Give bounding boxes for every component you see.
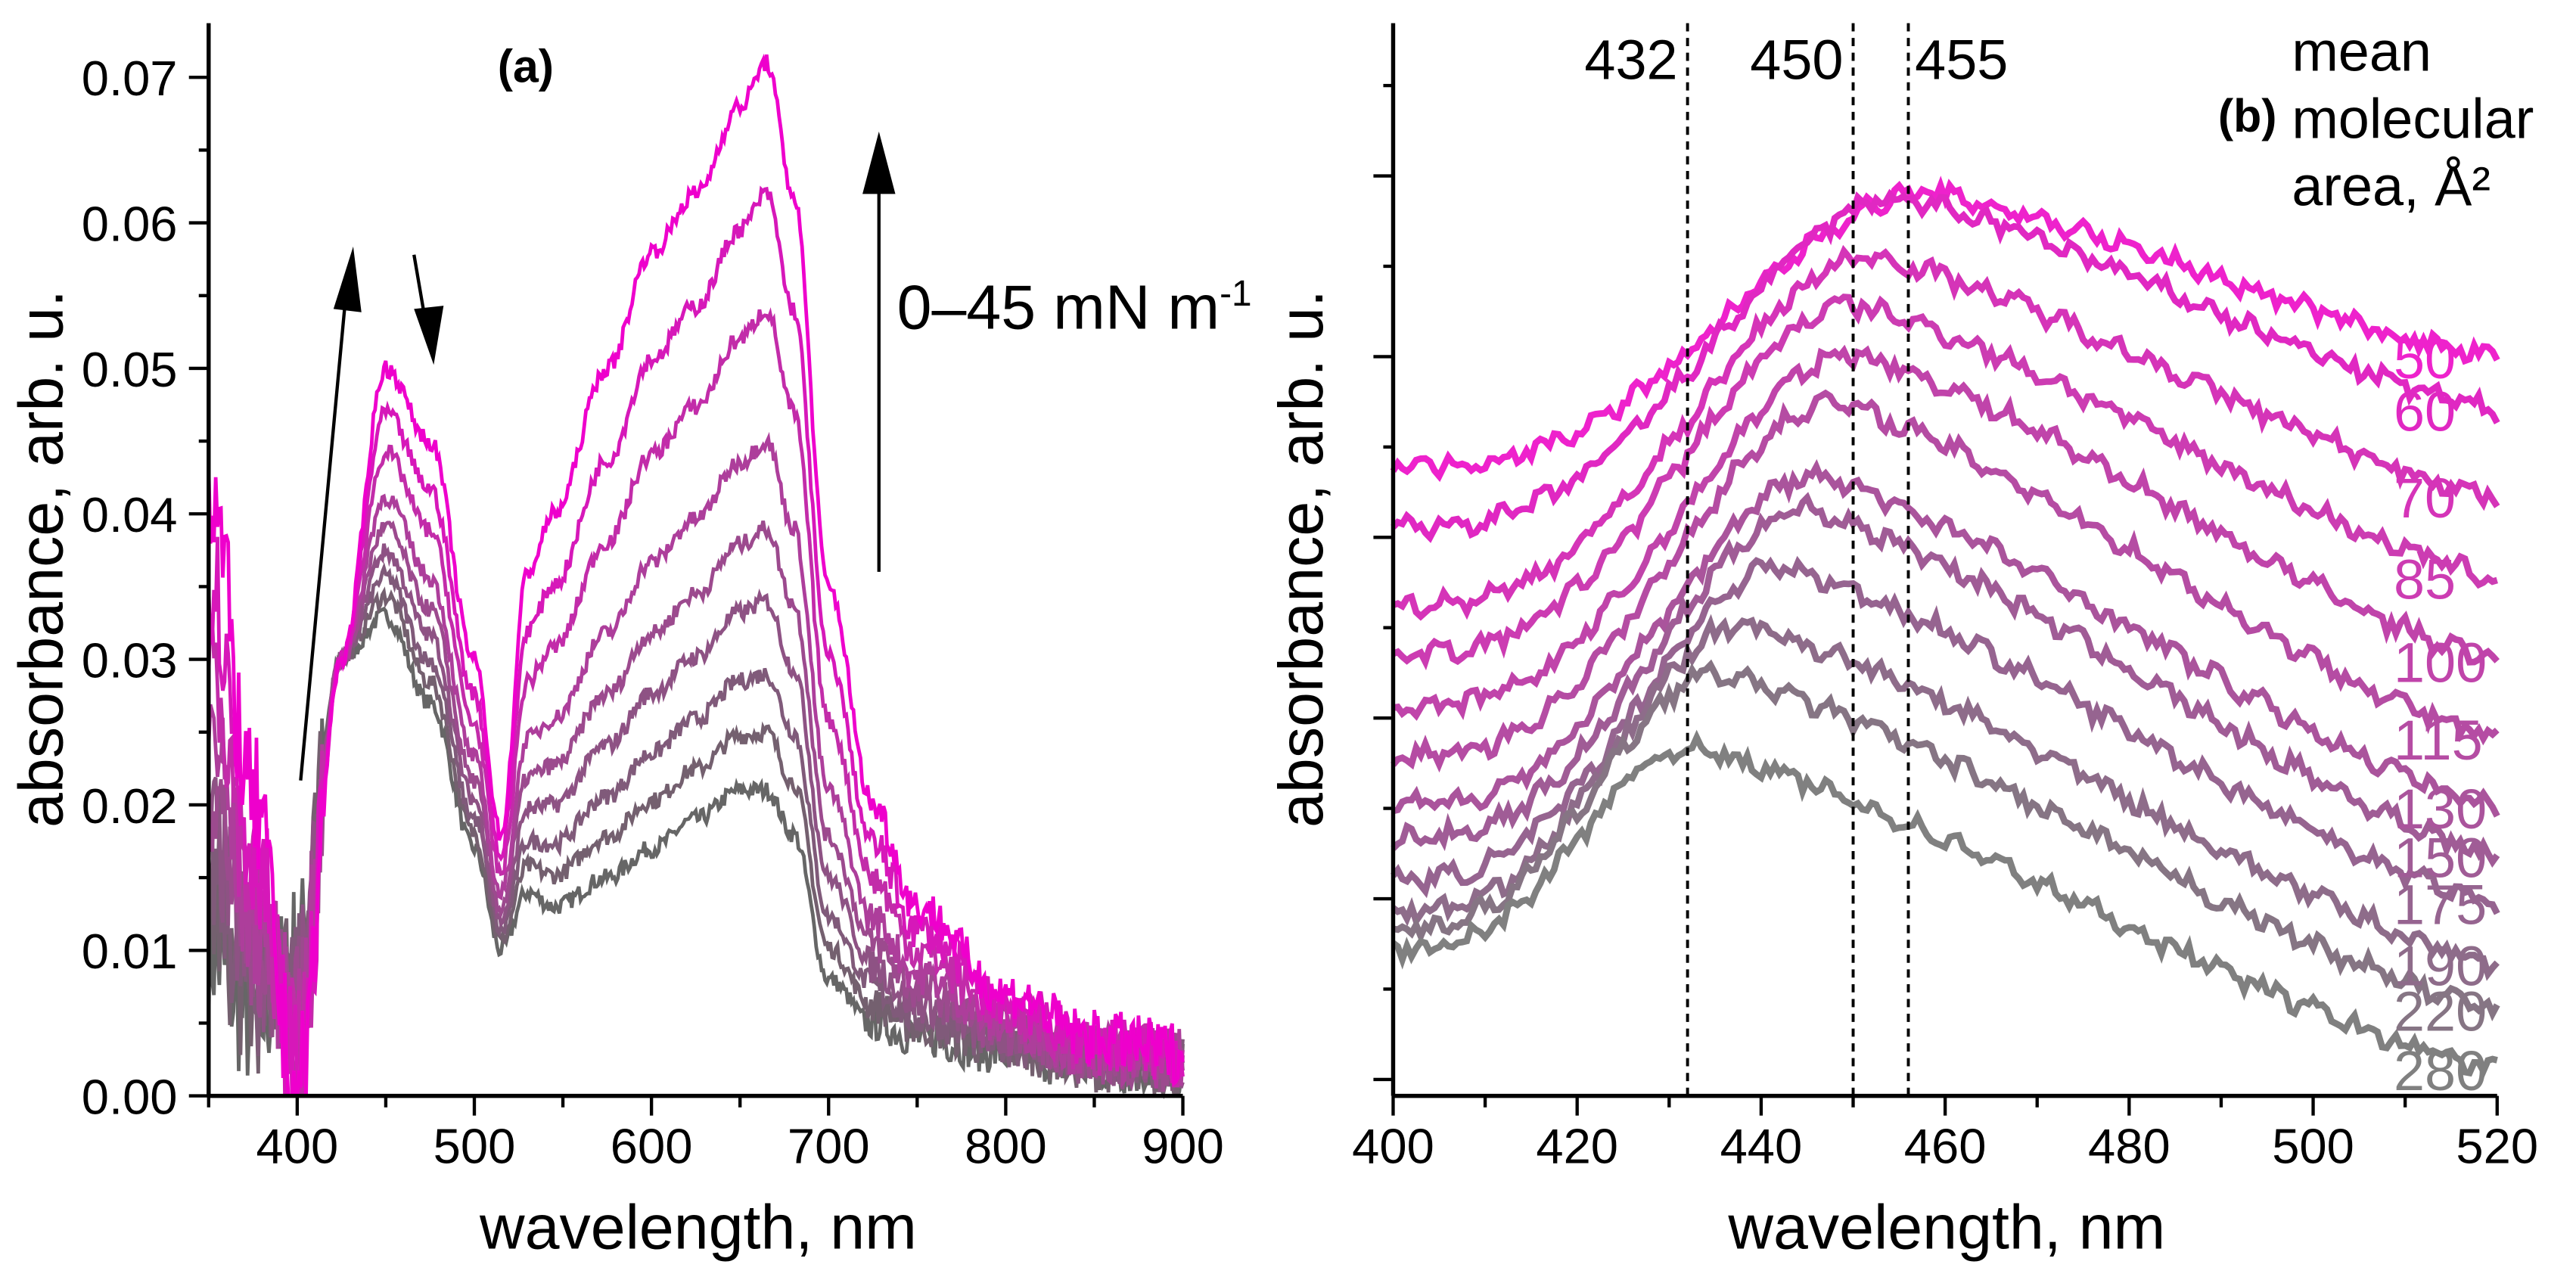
panel-a-ytick-label: 0.07: [82, 51, 178, 106]
panel-b-xtick-label: 500: [2272, 1119, 2354, 1174]
reference-label-432: 432: [1584, 28, 1677, 91]
panel-b-xtick-label: 400: [1352, 1119, 1434, 1174]
panel-b-series-175: [1391, 555, 2500, 915]
pressure-annotation-text: 0–45 mN m: [897, 272, 1220, 342]
panel-a-xtick-label: 400: [256, 1119, 339, 1174]
panel-b-series-220: [1392, 659, 2500, 1022]
panel-a-series-8: [207, 185, 1185, 1096]
legend-title-3: area, Å²: [2292, 155, 2491, 218]
panel-b-xtick-label: 440: [1720, 1119, 1803, 1174]
arrow-soret-down-head: [414, 306, 444, 365]
panel-b-series-190: [1391, 614, 2500, 981]
panel-b-series-115: [1391, 389, 2500, 773]
panel-a-ytick-label: 0.03: [82, 632, 178, 688]
series-label-50: 50: [2394, 328, 2456, 390]
legend-title-2: molecular: [2292, 88, 2534, 151]
arrow-soret-up-head: [333, 246, 362, 312]
pressure-annotation-sup: -1: [1220, 274, 1251, 314]
panel-a-ytick-label: 0.06: [82, 196, 178, 251]
panel-a-ytick-label: 0.00: [82, 1069, 178, 1124]
panel-b-series-85: [1391, 294, 2498, 671]
series-label-100: 100: [2394, 631, 2487, 694]
series-label-130: 130: [2394, 778, 2487, 840]
arrow-pressure-head: [862, 131, 896, 194]
panel-a-xtick-label: 600: [611, 1119, 693, 1174]
panel-a-xlabel: wavelength, nm: [479, 1193, 917, 1263]
series-label-280: 280: [2394, 1039, 2487, 1102]
panel-b-ticks: 400 420 440 460 480 500 520: [1352, 83, 2538, 1174]
panel-a: 0.00 0.01 0.02 0.03 0.04 0.05 0.06 0.07 400 500 60…: [7, 23, 1252, 1263]
legend-title-1: mean: [2292, 20, 2432, 83]
panel-a-ytick-label: 0.02: [82, 778, 178, 834]
panel-b-series-150: [1391, 492, 2500, 868]
series-label-190: 190: [2394, 935, 2487, 998]
panel-a-xtick-label: 500: [433, 1119, 516, 1174]
panel-b-series-130: [1392, 458, 2500, 818]
panel-a-series-7: [207, 307, 1185, 1098]
series-label-70: 70: [2394, 467, 2456, 530]
panel-b-series-100: [1392, 344, 2500, 721]
series-label-220: 220: [2394, 980, 2487, 1042]
panel-b-ylabel: absorbance, arb. u.: [1266, 290, 1336, 828]
panel-b-xtick-label: 480: [2088, 1119, 2170, 1174]
panel-a-ytick-label: 0.01: [82, 924, 178, 979]
series-label-60: 60: [2394, 380, 2456, 443]
panel-b-xtick-label: 420: [1536, 1119, 1618, 1174]
panel-a-curves: [207, 53, 1185, 1100]
panel-b-xtick-label: 520: [2456, 1119, 2538, 1174]
panel-b-series-50: [1390, 176, 2500, 483]
panel-a-xtick-label: 800: [965, 1119, 1047, 1174]
panel-a-ticks: 0.00 0.01 0.02 0.03 0.04 0.05 0.06 0.07 400 500 60…: [82, 51, 1224, 1174]
panel-a-label: (a): [498, 41, 554, 92]
panel-a-series-9: [207, 53, 1185, 1098]
series-label-115: 115: [2394, 709, 2483, 772]
reference-label-455: 455: [1915, 28, 2008, 91]
panel-b-series-60: [1391, 188, 2500, 543]
panel-a-ylabel: absorbance, arb. u.: [7, 290, 76, 828]
panel-b-series-70: [1392, 244, 2500, 621]
panel-b-label: (b): [2218, 90, 2277, 141]
panel-a-ytick-label: 0.04: [82, 487, 178, 542]
series-label-85: 85: [2394, 548, 2456, 610]
arrows: [299, 131, 896, 781]
panel-a-xtick-label: 700: [788, 1119, 870, 1174]
reference-label-450: 450: [1750, 28, 1843, 91]
panel-b-reference-lines: 432 450 455: [1584, 23, 2008, 1096]
arrow-soret-down: [412, 254, 426, 313]
arrow-soret-up: [299, 303, 347, 781]
panel-a-ytick-label: 0.05: [82, 342, 178, 397]
panel-a-series-5: [207, 520, 1185, 1092]
pressure-annotation: 0–45 mN m-1: [897, 272, 1252, 342]
panel-b-xtick-label: 460: [1904, 1119, 1987, 1174]
panel-b-xlabel: wavelength, nm: [1727, 1193, 2165, 1263]
panel-b-curves: [1390, 176, 2500, 1079]
series-label-175: 175: [2394, 873, 2487, 936]
panel-a-xtick-label: 900: [1142, 1119, 1224, 1174]
panel-b-series-280: [1391, 729, 2498, 1079]
series-label-150: 150: [2394, 826, 2487, 889]
